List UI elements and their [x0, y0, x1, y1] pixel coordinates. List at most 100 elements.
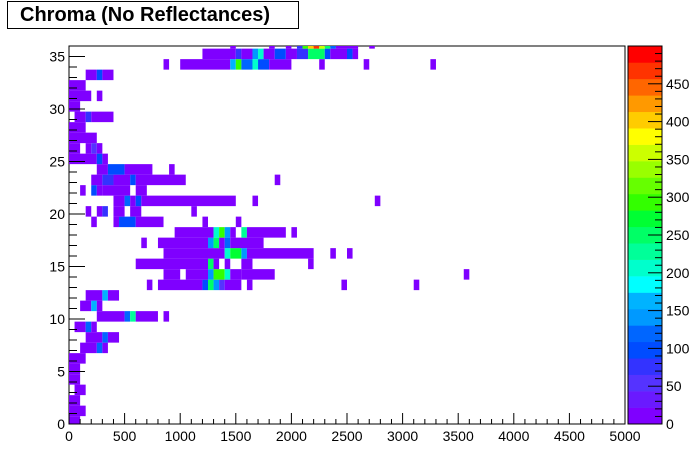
- heatmap-cell: [69, 101, 81, 112]
- x-tick-label: 2000: [276, 428, 307, 444]
- heatmap-cell: [241, 227, 247, 238]
- heatmap-cell: [85, 290, 103, 301]
- heatmap-cell: [69, 143, 81, 154]
- heatmap-cell: [107, 164, 125, 175]
- heatmap-cell: [85, 206, 92, 217]
- heatmap-cell: [258, 48, 264, 60]
- heatmap-cell: [85, 69, 97, 81]
- heatmap-cell: [269, 46, 275, 49]
- heatmap-cell: [107, 290, 120, 301]
- y-tick-label: 25: [49, 154, 65, 170]
- heatmap-cell: [330, 46, 336, 49]
- heatmap-cell: [213, 227, 220, 238]
- heatmap-bins: [69, 46, 470, 425]
- heatmap-cell: [330, 48, 347, 60]
- heatmap-cell: [213, 237, 220, 249]
- y-tick-label: 15: [49, 259, 65, 275]
- heatmap-cell: [291, 227, 297, 238]
- heatmap-cell: [69, 374, 81, 385]
- heatmap-cell: [91, 111, 114, 123]
- palette-cell: [628, 226, 662, 244]
- heatmap-cell: [130, 174, 136, 186]
- heatmap-cell: [135, 216, 164, 228]
- palette-cell: [628, 193, 662, 211]
- heatmap-cell: [69, 80, 86, 91]
- heatmap-cell: [213, 269, 225, 280]
- x-tick-label: 2500: [331, 428, 362, 444]
- heatmap-cell: [235, 59, 242, 70]
- heatmap-cell: [252, 195, 259, 207]
- heatmap-cell: [85, 332, 103, 343]
- heatmap-cell: [185, 269, 208, 280]
- heatmap-cell: [269, 59, 292, 70]
- z-tick-label: 0: [666, 416, 674, 432]
- heatmap-cell: [180, 59, 231, 70]
- heatmap-cell: [347, 248, 353, 259]
- heatmap-cell: [113, 206, 125, 217]
- heatmap-cell: [202, 279, 208, 291]
- heatmap-cell: [224, 248, 231, 259]
- heatmap-cell: [135, 174, 186, 186]
- palette-cell: [628, 391, 662, 408]
- heatmap-cell: [319, 46, 325, 49]
- heatmap-cell: [174, 227, 214, 238]
- heatmap-cell: [230, 237, 264, 249]
- heatmap-cell: [241, 258, 253, 270]
- heatmap-cell: [324, 46, 331, 49]
- heatmap-cell: [85, 321, 92, 333]
- y-tick-label: 10: [49, 311, 65, 327]
- heatmap-cell: [208, 279, 214, 291]
- z-tick-label: 50: [666, 378, 682, 394]
- heatmap-cell: [308, 258, 314, 270]
- heatmap-cell: [235, 48, 242, 60]
- heatmap-cell: [413, 279, 420, 291]
- heatmap-cell: [219, 279, 225, 291]
- heatmap-cell: [130, 311, 136, 322]
- heatmap-cell: [274, 48, 286, 60]
- heatmap-cell: [69, 122, 86, 133]
- heatmap-cell: [163, 269, 181, 280]
- heatmap-cell: [285, 46, 292, 49]
- heatmap-cell: [130, 195, 136, 207]
- x-tick-label: 5000: [609, 428, 640, 444]
- heatmap-cell: [96, 143, 103, 154]
- heatmap-cell: [319, 59, 325, 70]
- heatmap-cell: [235, 216, 242, 228]
- heatmap-cell: [241, 59, 253, 70]
- x-tick-label: 3500: [443, 428, 474, 444]
- heatmap-cell: [308, 46, 314, 49]
- x-tick-label: 1500: [220, 428, 251, 444]
- heatmap-cell: [85, 111, 92, 123]
- heatmap-cell: [252, 59, 259, 70]
- heatmap-cell: [91, 185, 97, 196]
- heatmap-cell: [296, 46, 303, 49]
- heatmap-cell: [141, 195, 236, 207]
- heatmap-cell: [374, 195, 381, 207]
- heatmap-cell: [224, 279, 242, 291]
- palette-cell: [628, 161, 662, 178]
- y-tick-label: 0: [57, 416, 65, 432]
- heatmap-cell: [74, 321, 86, 333]
- x-tick-label: 4000: [498, 428, 529, 444]
- heatmap-cell: [246, 279, 253, 291]
- heatmap-cell: [74, 111, 86, 123]
- heatmap-cell: [124, 195, 131, 207]
- heatmap-cell: [296, 48, 309, 60]
- heatmap-cell: [352, 48, 359, 60]
- heatmap-cell: [146, 279, 153, 291]
- heatmap-cell: [130, 206, 142, 217]
- palette-cell: [628, 308, 662, 326]
- heatmap-cell: [347, 48, 353, 60]
- palette-cell: [628, 62, 662, 80]
- heatmap-cell: [91, 321, 97, 333]
- heatmap-cell: [430, 59, 436, 70]
- palette-cell: [628, 46, 662, 63]
- palette-cell: [628, 78, 662, 96]
- heatmap-cell: [124, 164, 153, 175]
- heatmap-cell: [119, 216, 136, 228]
- heatmap-cell: [80, 300, 92, 312]
- heatmap-cell: [246, 248, 314, 259]
- heatmap-cell: [208, 237, 214, 249]
- heatmap-cell: [135, 185, 147, 196]
